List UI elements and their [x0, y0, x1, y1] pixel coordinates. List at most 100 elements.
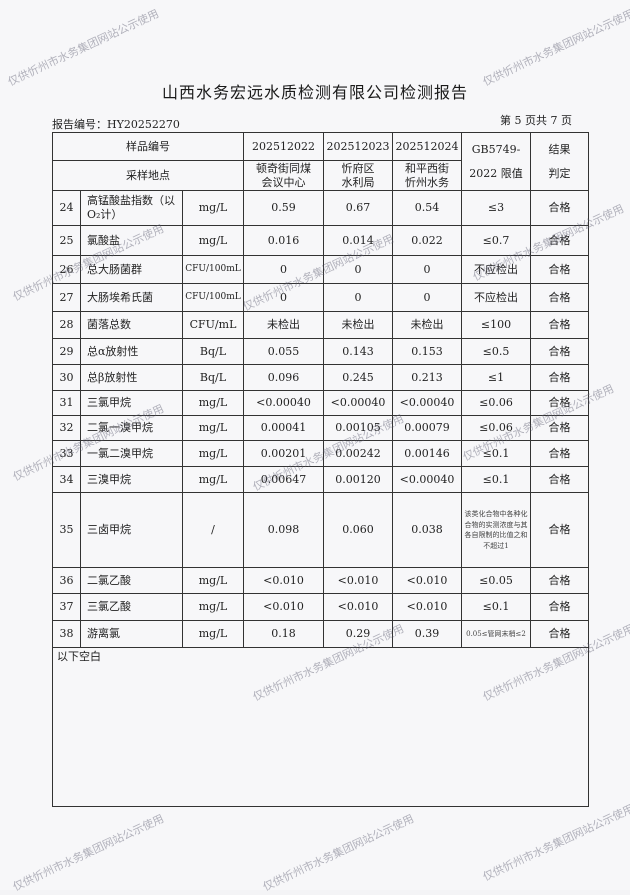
limit-header: GB5749- 2022 限值 — [461, 132, 531, 191]
watermark-text: 仅供忻州市水务集团网站公示使用 — [10, 812, 166, 894]
value-2: 0.67 — [323, 190, 393, 226]
location-label: 采样地点 — [52, 160, 244, 191]
header-row-sample-id: 样品编号 202512022 202512023 202512024 GB574… — [52, 132, 589, 191]
limit-header-line1: GB5749- — [471, 142, 521, 156]
item-name: 三氯乙酸 — [80, 593, 183, 621]
limit: 不应检出 — [461, 255, 531, 284]
watermark-text: 仅供忻州市水务集团网站公示使用 — [480, 7, 630, 89]
table-row: 24 高锰酸盐指数（以O₂计） mg/L 0.59 0.67 0.54 ≤3 合格 — [52, 190, 589, 226]
item-name: 总α放射性 — [80, 338, 183, 365]
value-3: 0 — [392, 255, 462, 284]
report-number: 报告编号：HY20252270 — [52, 118, 180, 131]
limit: ≤1 — [461, 364, 531, 391]
value-2: 未检出 — [323, 311, 393, 339]
value-1: 0 — [243, 283, 324, 312]
row-number: 35 — [52, 492, 81, 568]
page-number: 第 5 页共 7 页 — [500, 114, 572, 127]
location-3-line1: 和平西街 — [405, 161, 449, 175]
unit: mg/L — [182, 190, 244, 226]
unit: mg/L — [182, 620, 244, 648]
unit: CFU/mL — [182, 311, 244, 339]
value-2: 0.143 — [323, 338, 393, 365]
value-1: 0.00647 — [243, 466, 324, 493]
row-number: 38 — [52, 620, 81, 648]
value-1: 0.18 — [243, 620, 324, 648]
row-number: 30 — [52, 364, 81, 391]
value-3: <0.010 — [392, 593, 462, 621]
value-1: 0 — [243, 255, 324, 284]
item-name: 二氯乙酸 — [80, 567, 183, 594]
row-number: 31 — [52, 390, 81, 416]
value-1: 0.055 — [243, 338, 324, 365]
unit: mg/L — [182, 390, 244, 416]
table-row: 37 三氯乙酸 mg/L <0.010 <0.010 <0.010 ≤0.1 合格 — [52, 593, 589, 621]
result: 合格 — [530, 593, 589, 621]
result: 合格 — [530, 415, 589, 441]
value-2: 0.060 — [323, 492, 393, 568]
result-header: 结果 判定 — [530, 132, 589, 191]
result: 合格 — [530, 338, 589, 365]
unit: Bq/L — [182, 364, 244, 391]
row-number: 29 — [52, 338, 81, 365]
item-name: 菌落总数 — [80, 311, 183, 339]
value-3: 0.213 — [392, 364, 462, 391]
item-name: 二氯一溴甲烷 — [80, 415, 183, 441]
unit: / — [182, 492, 244, 568]
item-name: 三溴甲烷 — [80, 466, 183, 493]
table-row: 25 氯酸盐 mg/L 0.016 0.014 0.022 ≤0.7 合格 — [52, 225, 589, 256]
row-number: 37 — [52, 593, 81, 621]
limit: ≤0.1 — [461, 593, 531, 621]
row-number: 28 — [52, 311, 81, 339]
value-2: 0 — [323, 255, 393, 284]
unit: Bq/L — [182, 338, 244, 365]
result: 合格 — [530, 255, 589, 284]
limit: ≤0.1 — [461, 466, 531, 493]
limit: ≤0.06 — [461, 390, 531, 416]
limit: ≤100 — [461, 311, 531, 339]
result-header-line2: 判定 — [548, 166, 571, 180]
table-row: 36 二氯乙酸 mg/L <0.010 <0.010 <0.010 ≤0.05 合格 — [52, 567, 589, 594]
unit: mg/L — [182, 593, 244, 621]
limit: ≤0.1 — [461, 440, 531, 467]
header-row-location: 采样地点 顿奇街同煤 会议中心 忻府区 水利局 和平西街 忻州水务 — [52, 160, 589, 191]
watermark-text: 仅供忻州市水务集团网站公示使用 — [480, 802, 630, 884]
item-name: 总大肠菌群 — [80, 255, 183, 284]
value-2: <0.00040 — [323, 390, 393, 416]
watermark-text: 仅供忻州市水务集团网站公示使用 — [5, 7, 161, 89]
unit: mg/L — [182, 225, 244, 256]
results-table: 样品编号 202512022 202512023 202512024 GB574… — [52, 132, 589, 807]
sample-id-label: 样品编号 — [52, 132, 244, 161]
value-3: 0.00079 — [392, 415, 462, 441]
location-2-line1: 忻府区 — [341, 161, 375, 175]
location-1-line1: 顿奇街同煤 — [256, 161, 311, 175]
table-row: 31 三氯甲烷 mg/L <0.00040 <0.00040 <0.00040 ≤0.06 合… — [52, 390, 589, 416]
row-number: 36 — [52, 567, 81, 594]
result: 合格 — [530, 190, 589, 226]
row-number: 24 — [52, 190, 81, 226]
table-row: 35 三卤甲烷/0.098 0.060 0.038 该类化合物中各种化合物的实测浓度与其… — [52, 492, 589, 568]
result: 合格 — [530, 364, 589, 391]
value-2: 0.00120 — [323, 466, 393, 493]
result: 合格 — [530, 466, 589, 493]
unit: mg/L — [182, 466, 244, 493]
row-number: 27 — [52, 283, 81, 312]
value-1: <0.00040 — [243, 390, 324, 416]
item-name: 高锰酸盐指数（以O₂计） — [80, 190, 183, 226]
value-1: <0.010 — [243, 593, 324, 621]
unit: mg/L — [182, 567, 244, 594]
row-number: 25 — [52, 225, 81, 256]
location-2-line2: 水利局 — [341, 175, 375, 189]
value-3: 0.54 — [392, 190, 462, 226]
value-3: <0.010 — [392, 567, 462, 594]
value-1: 0.016 — [243, 225, 324, 256]
sample-id-2: 202512023 — [323, 132, 393, 161]
limit: ≤3 — [461, 190, 531, 226]
item-name: 大肠埃希氏菌 — [80, 283, 183, 312]
table-row: 33 一氯二溴甲烷 mg/L 0.00201 0.00242 0.00146 ≤0.1 合格 — [52, 440, 589, 467]
result: 合格 — [530, 440, 589, 467]
location-2: 忻府区 水利局 — [323, 160, 393, 191]
sample-id-1: 202512022 — [243, 132, 324, 161]
value-2: <0.010 — [323, 567, 393, 594]
value-1: 0.59 — [243, 190, 324, 226]
item-name: 总β放射性 — [80, 364, 183, 391]
